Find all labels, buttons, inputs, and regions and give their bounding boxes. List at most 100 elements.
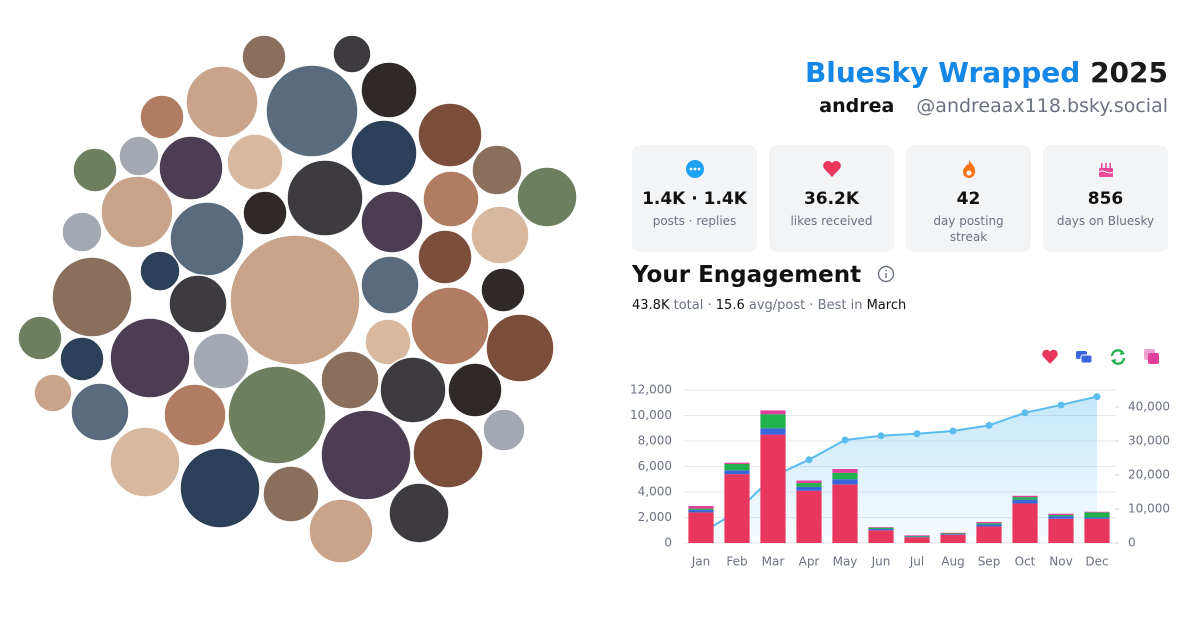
avatar[interactable] xyxy=(242,190,288,236)
y2-tick-label: 10,000 xyxy=(1128,502,1170,516)
avatar[interactable] xyxy=(447,362,503,418)
avatar[interactable] xyxy=(417,229,473,285)
avatar[interactable] xyxy=(471,144,523,196)
stat-card: 42 day posting streak xyxy=(906,145,1031,252)
avatar[interactable] xyxy=(286,159,364,237)
avatar[interactable] xyxy=(360,190,424,254)
bar-segment xyxy=(1048,516,1074,519)
avatar[interactable] xyxy=(139,250,181,292)
total: 43.8K xyxy=(632,298,670,313)
x-tick-label: Apr xyxy=(799,555,820,569)
avatar[interactable] xyxy=(168,274,228,334)
bar-segment xyxy=(760,410,786,415)
avatar[interactable] xyxy=(72,147,118,193)
avatar[interactable] xyxy=(364,318,412,366)
line-point xyxy=(949,427,957,435)
avatar[interactable] xyxy=(17,315,63,361)
bar-segment xyxy=(976,524,1002,527)
avatar[interactable] xyxy=(192,332,250,390)
avatar[interactable] xyxy=(51,256,133,338)
stat-value: 856 xyxy=(1087,189,1124,209)
avatar[interactable] xyxy=(417,102,483,168)
avatar[interactable] xyxy=(59,336,105,382)
avatar[interactable] xyxy=(379,356,447,424)
avatar[interactable] xyxy=(179,447,261,529)
line-point xyxy=(1021,409,1029,417)
avatar[interactable] xyxy=(158,135,224,201)
avatar[interactable] xyxy=(185,65,259,139)
avatar[interactable] xyxy=(332,34,372,74)
bar-segment xyxy=(796,483,822,487)
avatar[interactable] xyxy=(163,383,227,447)
bar-segment xyxy=(868,528,894,531)
avatar[interactable] xyxy=(109,426,181,498)
bar-segment xyxy=(832,469,858,473)
avatar[interactable] xyxy=(485,313,555,383)
best-month: March xyxy=(866,298,907,313)
title: Bluesky Wrapped 2025 xyxy=(805,56,1168,89)
avatar[interactable] xyxy=(262,465,320,523)
avatar[interactable] xyxy=(360,255,420,315)
bar-segment xyxy=(1012,497,1038,500)
bar-segment xyxy=(1048,518,1074,543)
legend-icon[interactable] xyxy=(1042,349,1058,364)
avatar[interactable] xyxy=(320,350,380,410)
avatar[interactable] xyxy=(139,94,185,140)
separator: · xyxy=(707,298,712,313)
x-tick-label: Feb xyxy=(726,555,747,569)
y2-tick-label: 40,000 xyxy=(1128,400,1170,414)
section-title: Your Engagement xyxy=(632,262,895,288)
avatar[interactable] xyxy=(422,170,480,228)
line-point xyxy=(1057,401,1065,409)
legend-icon[interactable] xyxy=(1110,349,1126,365)
x-tick-label: Jan xyxy=(691,555,711,569)
legend-icon[interactable] xyxy=(1076,351,1093,364)
bar-segment xyxy=(940,533,966,535)
bar-segment xyxy=(688,508,714,510)
bar-segment xyxy=(940,534,966,535)
icon xyxy=(962,160,975,178)
stat-label: likes received xyxy=(790,214,873,228)
avatar[interactable] xyxy=(320,409,412,501)
line-point xyxy=(805,456,813,464)
avatar[interactable] xyxy=(516,166,578,228)
avatar[interactable] xyxy=(308,498,374,564)
icon xyxy=(1098,163,1113,177)
avatar[interactable] xyxy=(70,382,130,442)
avatar[interactable] xyxy=(410,286,490,366)
avatar[interactable] xyxy=(33,373,73,413)
user-line: andrea @andreaax118.bsky.social xyxy=(819,95,1168,117)
avatar[interactable] xyxy=(226,133,284,191)
legend-icon[interactable] xyxy=(1144,349,1159,364)
avatar[interactable] xyxy=(265,64,359,158)
avatar[interactable] xyxy=(100,175,174,249)
separator: · xyxy=(809,298,814,313)
avatar[interactable] xyxy=(227,365,327,465)
line-point xyxy=(841,436,849,444)
avatar[interactable] xyxy=(388,482,450,544)
avatar[interactable] xyxy=(480,267,526,313)
bar-segment xyxy=(796,490,822,543)
avatar[interactable] xyxy=(470,205,530,265)
avatar[interactable] xyxy=(241,34,287,80)
y-tick-label: 4,000 xyxy=(638,485,672,499)
bar-segment xyxy=(688,509,714,513)
x-tick-label: Oct xyxy=(1015,555,1036,569)
avatar[interactable] xyxy=(350,119,418,187)
avatar[interactable] xyxy=(229,234,361,366)
avatar[interactable] xyxy=(360,61,418,119)
bar-segment xyxy=(688,512,714,543)
x-tick-label: Sep xyxy=(978,555,1001,569)
avatar[interactable] xyxy=(61,211,103,253)
x-tick-label: Dec xyxy=(1085,555,1108,569)
bar-segment xyxy=(1084,518,1110,543)
line-point xyxy=(1093,393,1101,401)
x-tick-label: Jun xyxy=(871,555,891,569)
avatar[interactable] xyxy=(482,408,526,452)
avatar[interactable] xyxy=(412,417,484,489)
info-icon[interactable] xyxy=(877,265,895,283)
bar-segment xyxy=(1084,511,1110,513)
avatar[interactable] xyxy=(109,317,191,399)
